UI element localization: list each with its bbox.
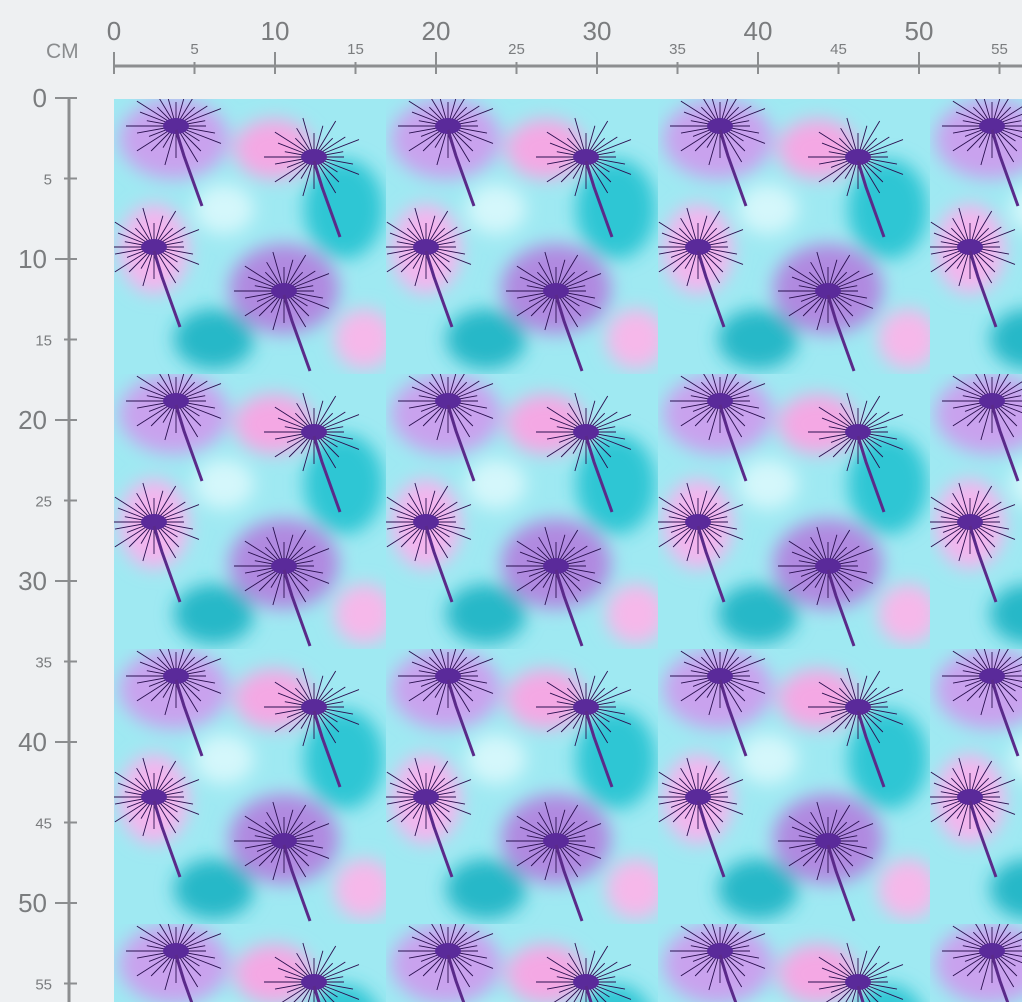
horizontal-ruler: 0 5 10 15 20 25 30 35 40 45 50 55 <box>107 16 1022 74</box>
vertical-ruler: 0 5 10 15 20 25 30 35 40 45 50 55 <box>18 83 77 1002</box>
ruler-label: 40 <box>18 727 47 757</box>
fabric-pattern-preview <box>114 99 1022 1002</box>
ruler-label: 50 <box>18 888 47 918</box>
ruler-label: 5 <box>44 172 52 189</box>
ruler-label: 50 <box>905 16 934 46</box>
ruler-label: 10 <box>18 244 47 274</box>
ruler-label: 0 <box>33 83 47 113</box>
ruler-label: 25 <box>508 41 525 58</box>
ruler-label: 30 <box>18 566 47 596</box>
ruler-label: 55 <box>35 977 52 994</box>
ruler-label: 0 <box>107 16 121 46</box>
ruler-label: 5 <box>190 41 198 58</box>
ruler-label: 45 <box>830 41 847 58</box>
ruler-label: 15 <box>347 41 364 58</box>
ruler-label: 45 <box>35 816 52 833</box>
ruler-label: 25 <box>35 494 52 511</box>
ruler-label: 30 <box>583 16 612 46</box>
ruler-label: 15 <box>35 333 52 350</box>
unit-label: CM <box>46 40 79 63</box>
ruler-label: 40 <box>744 16 773 46</box>
ruler-label: 35 <box>669 41 686 58</box>
ruler-label: 35 <box>35 655 52 672</box>
ruler-label: 55 <box>991 41 1008 58</box>
ruler-label: 20 <box>422 16 451 46</box>
ruler-label: 10 <box>261 16 290 46</box>
ruler-label: 20 <box>18 405 47 435</box>
